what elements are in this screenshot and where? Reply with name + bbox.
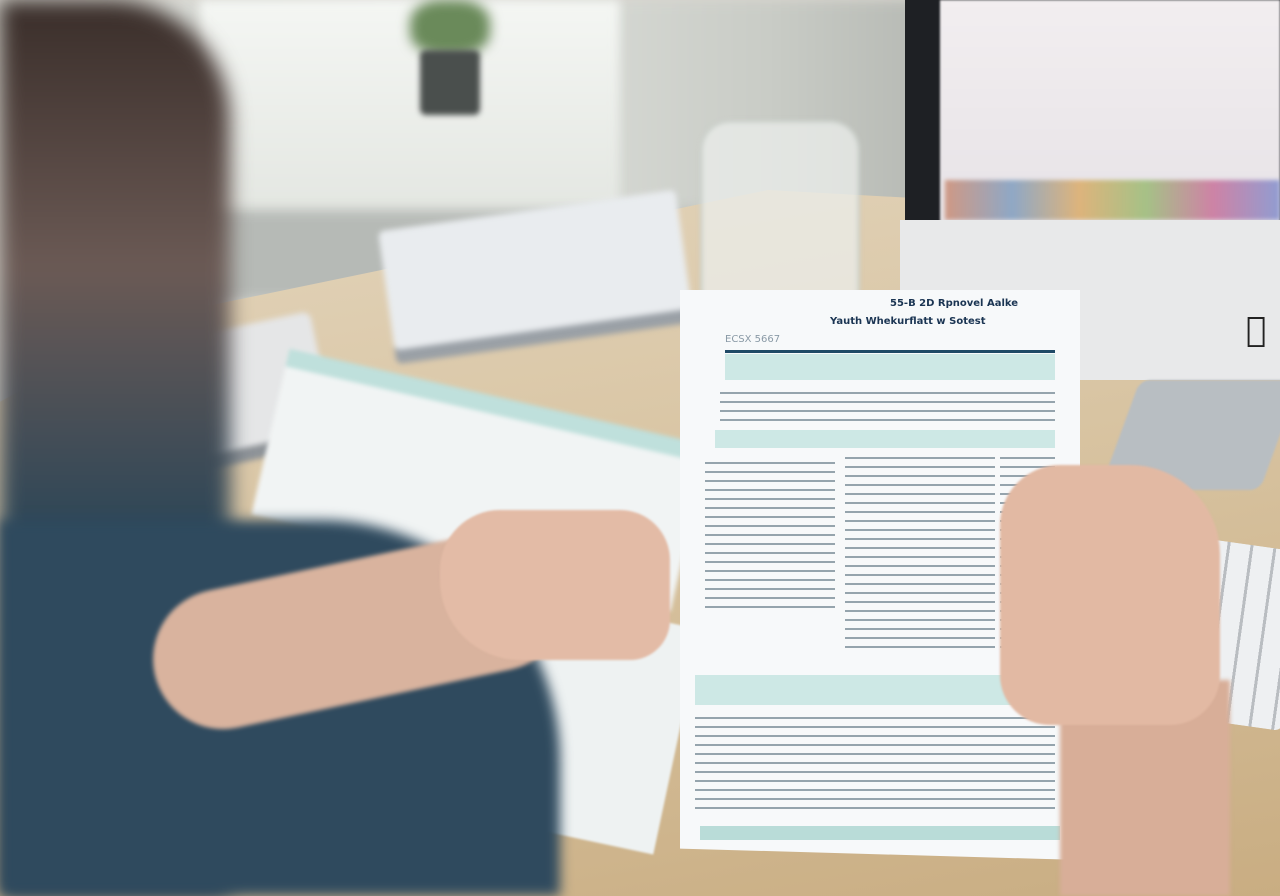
apple-logo-icon:  [1246, 310, 1266, 350]
left-hand [440, 510, 670, 660]
form-bottom-lines [695, 710, 1055, 810]
form-middle-column [845, 450, 995, 650]
form-summary-band [695, 675, 1055, 705]
form-header-rule [725, 350, 1055, 353]
form-center-header: Yauth Whekurflatt w Sotest [830, 316, 986, 327]
monitor-dock [945, 180, 1280, 220]
form-left-header: ECSX 5667 [725, 334, 781, 345]
glass-jar [700, 120, 860, 310]
form-header-band [725, 354, 1055, 380]
right-hand [1000, 465, 1220, 725]
form-footer-band [700, 826, 1060, 840]
plant-leaves [410, 0, 490, 55]
form-section-band [715, 430, 1055, 448]
form-right-header: 55-B 2D Rpnovel Aalke [890, 298, 1019, 309]
form-left-column [705, 455, 835, 615]
tax-form: 55-B 2D Rpnovel Aalke Yauth Whekurflatt … [680, 290, 1080, 860]
plant-pot [420, 50, 480, 115]
form-lines [720, 385, 1055, 425]
